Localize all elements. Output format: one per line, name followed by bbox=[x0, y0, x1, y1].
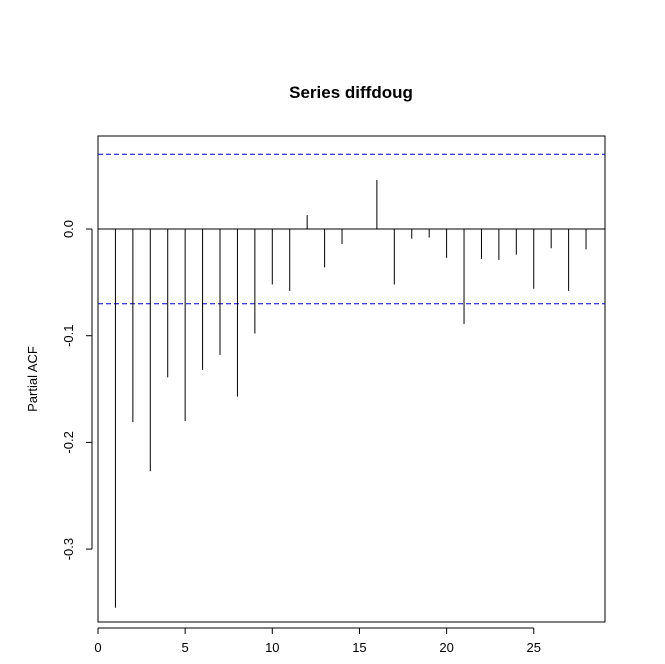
y-tick-label: -0.1 bbox=[61, 324, 76, 346]
y-tick-label: 0.0 bbox=[61, 220, 76, 238]
x-axis: 0 5 10 15 20 25 bbox=[94, 627, 541, 655]
x-tick-label: 10 bbox=[265, 640, 279, 655]
chart-title: Series diffdoug bbox=[289, 83, 413, 102]
x-tick-label: 25 bbox=[527, 640, 541, 655]
y-axis-label: Partial ACF bbox=[25, 346, 40, 412]
x-tick-label: 15 bbox=[352, 640, 366, 655]
plot-frame bbox=[97, 135, 606, 623]
x-tick-label: 0 bbox=[94, 640, 101, 655]
x-tick-label: 20 bbox=[439, 640, 453, 655]
x-tick-label: 5 bbox=[182, 640, 189, 655]
y-tick-label: -0.3 bbox=[61, 538, 76, 560]
pacf-spikes bbox=[114, 179, 587, 608]
y-axis: -0.3 -0.2 -0.1 0.0 bbox=[61, 220, 93, 560]
y-tick-label: -0.2 bbox=[61, 431, 76, 453]
